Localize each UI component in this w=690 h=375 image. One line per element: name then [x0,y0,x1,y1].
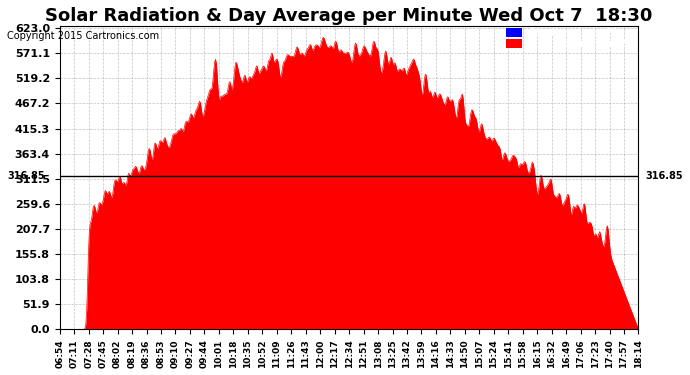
Title: Solar Radiation & Day Average per Minute Wed Oct 7  18:30: Solar Radiation & Day Average per Minute… [46,7,653,25]
Text: 316.85: 316.85 [7,171,45,181]
Legend: Median (w/m2), Radiation (w/m2): Median (w/m2), Radiation (w/m2) [504,26,633,51]
Text: 316.85: 316.85 [645,171,683,181]
Text: Copyright 2015 Cartronics.com: Copyright 2015 Cartronics.com [7,32,159,41]
